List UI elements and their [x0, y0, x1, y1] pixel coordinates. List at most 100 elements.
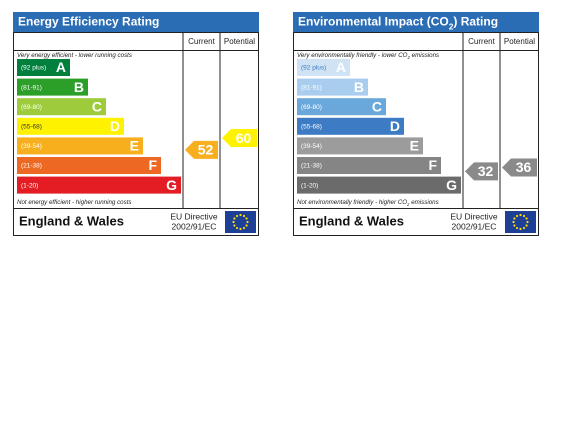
- text-part: Not energy efficient - higher running co…: [17, 199, 132, 206]
- band-range: (21-38): [301, 163, 322, 170]
- rating-band: [17, 137, 143, 155]
- region: England & Wales: [299, 213, 404, 228]
- potential-rating: 60: [236, 130, 252, 146]
- bottom-note: Not environmentally friendly - higher CO…: [297, 199, 439, 207]
- potential-arrow: [222, 129, 257, 148]
- potential-rating: 36: [516, 159, 532, 175]
- eu-star: [245, 224, 248, 227]
- rating-band: [297, 157, 441, 174]
- band-range: (81-91): [301, 84, 322, 91]
- text-part: 2: [449, 22, 454, 32]
- rating-band: [17, 117, 124, 135]
- rating-band: [297, 117, 404, 135]
- eu-star: [246, 220, 249, 224]
- text-part: 2: [406, 202, 410, 207]
- band-letter: D: [110, 118, 120, 134]
- band-range: (1-20): [21, 182, 38, 189]
- current-rating: 52: [198, 142, 214, 158]
- eu-star: [525, 217, 528, 220]
- eu-star: [239, 213, 242, 217]
- eu-flag: [225, 211, 256, 233]
- eu-star: [232, 220, 235, 224]
- current-arrow: [465, 162, 498, 181]
- band-range: (92 plus): [301, 65, 326, 72]
- eu-star: [235, 214, 239, 218]
- eu-star: [513, 224, 516, 227]
- band-range: (81-91): [21, 84, 42, 91]
- rating-band: [17, 98, 106, 116]
- panel-frame: [13, 32, 259, 236]
- rating-band: [17, 59, 70, 76]
- eu-star: [526, 220, 529, 224]
- eu-star: [519, 227, 522, 231]
- column-header: Current: [468, 37, 495, 46]
- text-part: emissions: [409, 199, 438, 206]
- title-bar: [13, 12, 259, 32]
- rating-band: [297, 78, 368, 96]
- band-letter: E: [410, 138, 419, 154]
- eu-flag: [505, 211, 536, 233]
- band-range: (39-54): [21, 143, 42, 150]
- eu-star: [512, 220, 515, 224]
- band-range: (69-80): [21, 104, 42, 111]
- text-part: Very energy efficient - lower running co…: [17, 52, 132, 59]
- band-letter: G: [446, 177, 457, 193]
- rating-band: [297, 59, 350, 76]
- eu-star: [525, 224, 528, 227]
- eu-star: [522, 226, 526, 230]
- rating-band: [297, 98, 386, 116]
- band-letter: C: [372, 98, 382, 114]
- text-part: Very environmentally friendly - lower CO: [297, 52, 408, 59]
- top-note: Very energy efficient - lower running co…: [17, 52, 132, 59]
- band-letter: F: [148, 157, 157, 173]
- rating-band: [17, 157, 161, 174]
- eu-star: [515, 214, 519, 218]
- band-letter: B: [74, 79, 84, 95]
- band-letter: G: [166, 177, 177, 193]
- column-header: Potential: [504, 37, 535, 46]
- eu-star: [522, 214, 526, 218]
- current-rating: 32: [478, 163, 494, 179]
- directive: 2002/91/EC: [452, 221, 497, 231]
- band-range: (55-68): [301, 124, 322, 131]
- current-arrow: [185, 140, 218, 159]
- rating-band: [297, 176, 461, 194]
- panel-frame: [293, 32, 539, 236]
- band-letter: F: [428, 157, 437, 173]
- band-letter: B: [354, 79, 364, 95]
- band-range: (21-38): [21, 163, 42, 170]
- directive: 2002/91/EC: [172, 221, 217, 231]
- band-letter: A: [56, 59, 66, 75]
- eu-star: [235, 226, 239, 230]
- band-letter: E: [130, 138, 139, 154]
- rating-band: [17, 176, 181, 194]
- panel-title: Environmental Impact (CO2) Rating: [298, 15, 498, 32]
- text-part: 2: [407, 55, 411, 60]
- eu-star: [242, 226, 246, 230]
- band-letter: D: [390, 118, 400, 134]
- eu-star: [245, 217, 248, 220]
- text-part: Environmental Impact (CO: [298, 15, 449, 29]
- band-range: (39-54): [301, 143, 322, 150]
- directive: EU Directive: [450, 211, 498, 221]
- band-letter: C: [92, 98, 102, 114]
- eu-star: [515, 226, 519, 230]
- text-part: Not environmentally friendly - higher CO: [297, 199, 407, 206]
- title-bar: [293, 12, 539, 32]
- text-part: ) Rating: [453, 15, 498, 29]
- band-letter: A: [336, 59, 346, 75]
- band-range: (92 plus): [21, 65, 46, 72]
- text-part: Energy Efficiency Rating: [18, 15, 159, 29]
- bottom-note: Not energy efficient - higher running co…: [17, 199, 132, 206]
- band-range: (69-80): [301, 104, 322, 111]
- column-header: Current: [188, 37, 215, 46]
- eu-star: [233, 217, 236, 220]
- eu-star: [519, 213, 522, 217]
- potential-arrow: [502, 158, 537, 177]
- band-range: (1-20): [301, 182, 318, 189]
- eu-star: [513, 217, 516, 220]
- panel-title: Energy Efficiency Rating: [18, 15, 159, 29]
- eu-star: [239, 227, 242, 231]
- text-part: emissions: [410, 52, 439, 59]
- top-note: Very environmentally friendly - lower CO…: [297, 52, 439, 60]
